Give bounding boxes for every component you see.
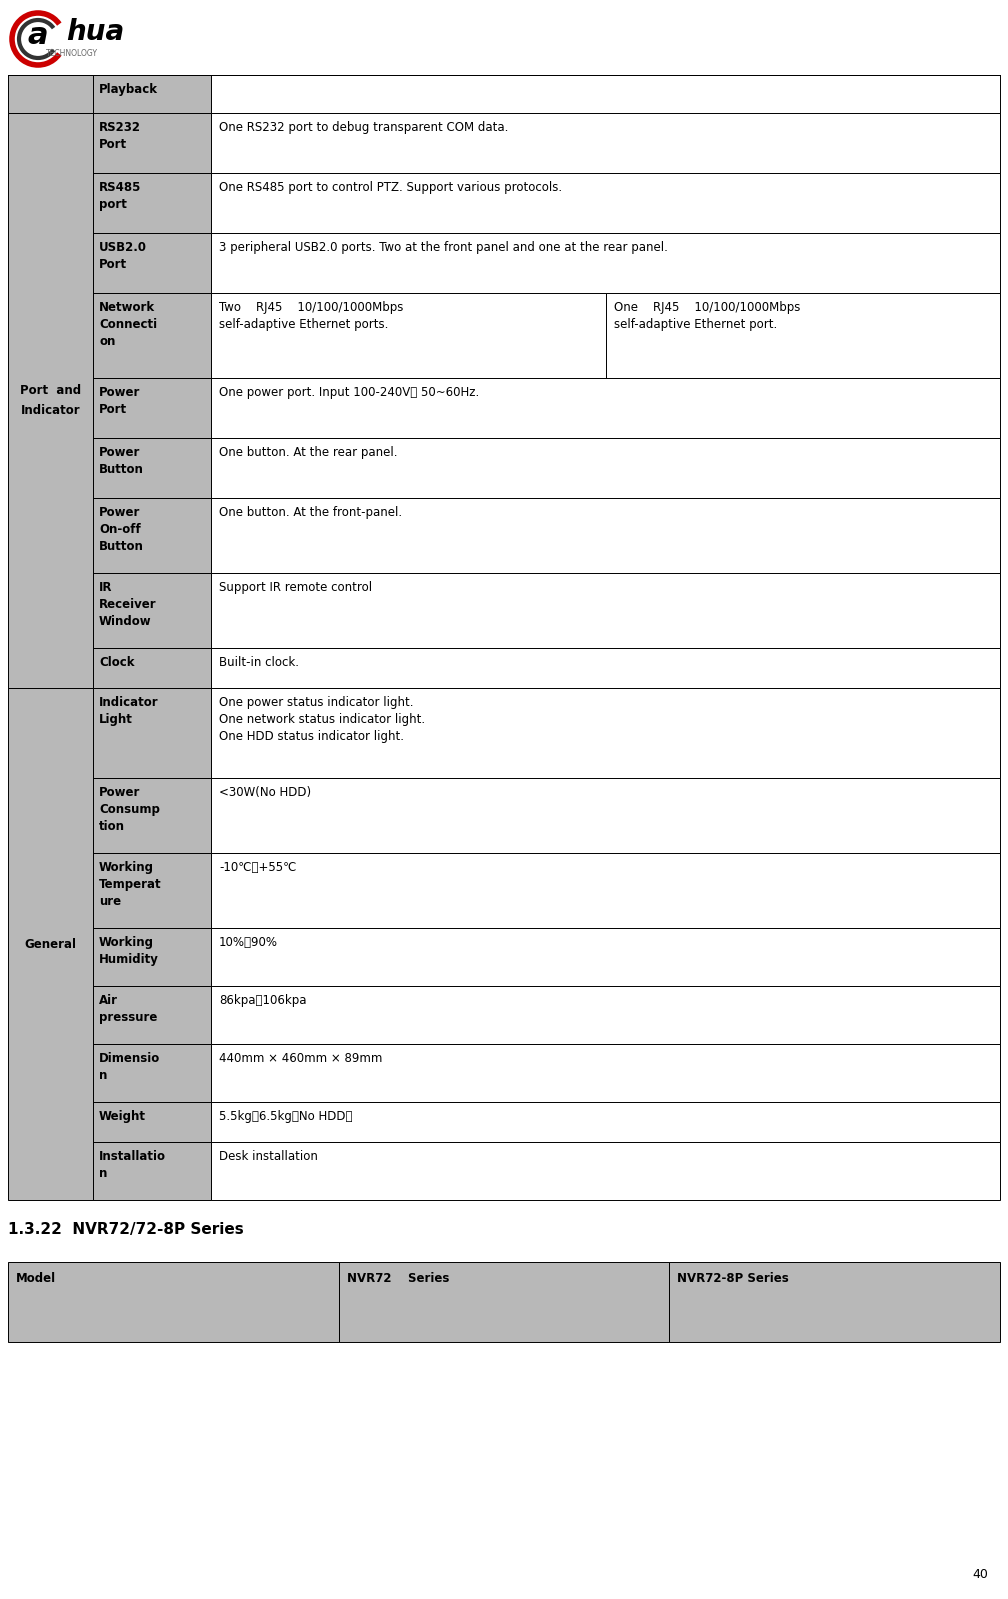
Bar (8, 75, 93, 114)
Text: Power
On-off
Button: Power On-off Button (99, 505, 144, 553)
Bar (93, 572, 211, 648)
Text: 3 peripheral USB2.0 ports. Two at the front panel and one at the rear panel.: 3 peripheral USB2.0 ports. Two at the fr… (219, 241, 668, 254)
Bar (211, 1102, 1000, 1142)
Text: -10℃～+55℃: -10℃～+55℃ (219, 860, 296, 875)
Text: One power port. Input 100-240V， 50~60Hz.: One power port. Input 100-240V， 50~60Hz. (219, 385, 479, 400)
Bar (211, 497, 1000, 572)
Bar (93, 438, 211, 497)
Bar (93, 293, 211, 377)
Text: NVR72-8P Series: NVR72-8P Series (677, 1271, 789, 1286)
Text: Built-in clock.: Built-in clock. (219, 656, 299, 668)
Text: Power
Button: Power Button (99, 446, 144, 477)
Text: a: a (27, 21, 48, 51)
Bar (211, 377, 1000, 438)
Text: NVR72    Series: NVR72 Series (347, 1271, 449, 1286)
Bar (211, 293, 606, 377)
Text: Working
Humidity: Working Humidity (99, 935, 159, 966)
Bar (211, 438, 1000, 497)
Text: One    RJ45    10/100/1000Mbps
self-adaptive Ethernet port.: One RJ45 10/100/1000Mbps self-adaptive E… (614, 301, 800, 331)
Bar (93, 779, 211, 852)
Text: 1.3.22  NVR72/72-8P Series: 1.3.22 NVR72/72-8P Series (8, 1222, 244, 1238)
Bar (211, 114, 1000, 173)
Bar (211, 852, 1000, 927)
Text: USB2.0
Port: USB2.0 Port (99, 241, 147, 270)
Text: Installatio
n: Installatio n (99, 1150, 166, 1180)
Bar (211, 927, 1000, 987)
Text: Port  and
Indicator: Port and Indicator (20, 384, 81, 416)
Bar (93, 233, 211, 293)
Bar (93, 648, 211, 688)
Text: Dimensio
n: Dimensio n (99, 1052, 160, 1083)
Bar (93, 377, 211, 438)
Text: Indicator
Light: Indicator Light (99, 696, 158, 726)
Bar (93, 1142, 211, 1199)
Bar (211, 688, 1000, 779)
Text: <30W(No HDD): <30W(No HDD) (219, 787, 311, 800)
Bar (93, 987, 211, 1044)
Text: One power status indicator light.
One network status indicator light.
One HDD st: One power status indicator light. One ne… (219, 696, 425, 744)
Text: Support IR remote control: Support IR remote control (219, 580, 372, 593)
Text: Air
pressure: Air pressure (99, 995, 157, 1023)
Text: Model: Model (16, 1271, 56, 1286)
Bar (211, 233, 1000, 293)
Bar (211, 1044, 1000, 1102)
Bar (8, 1262, 339, 1342)
Text: hua: hua (66, 18, 124, 46)
Bar (669, 1262, 1000, 1342)
Bar (606, 293, 1000, 377)
Text: One RS232 port to debug transparent COM data.: One RS232 port to debug transparent COM … (219, 122, 508, 134)
Bar (211, 648, 1000, 688)
Bar (93, 1102, 211, 1142)
Bar (93, 927, 211, 987)
Bar (93, 497, 211, 572)
Text: Power
Consump
tion: Power Consump tion (99, 787, 160, 833)
Text: 5.5kg～6.5kg（No HDD）: 5.5kg～6.5kg（No HDD） (219, 1110, 353, 1122)
Bar (93, 75, 211, 114)
Text: One button. At the front-panel.: One button. At the front-panel. (219, 505, 402, 520)
Text: Two    RJ45    10/100/1000Mbps
self-adaptive Ethernet ports.: Two RJ45 10/100/1000Mbps self-adaptive E… (219, 301, 403, 331)
Text: 10%－90%: 10%－90% (219, 935, 278, 948)
Bar (211, 173, 1000, 233)
Text: Network
Connecti
on: Network Connecti on (99, 301, 157, 349)
Bar (8, 688, 93, 1199)
Text: IR
Receiver
Window: IR Receiver Window (99, 580, 156, 628)
Text: Power
Port: Power Port (99, 385, 140, 416)
Text: 440mm × 460mm × 89mm: 440mm × 460mm × 89mm (219, 1052, 382, 1065)
Text: One RS485 port to control PTZ. Support various protocols.: One RS485 port to control PTZ. Support v… (219, 181, 562, 193)
Bar (339, 1262, 669, 1342)
Text: Working
Temperat
ure: Working Temperat ure (99, 860, 161, 908)
Bar (211, 987, 1000, 1044)
Text: Clock: Clock (99, 656, 134, 668)
Bar (211, 1142, 1000, 1199)
Bar (93, 173, 211, 233)
Text: One button. At the rear panel.: One button. At the rear panel. (219, 446, 397, 459)
Bar (211, 572, 1000, 648)
Bar (211, 779, 1000, 852)
Text: 40: 40 (972, 1569, 988, 1581)
Bar (211, 75, 1000, 114)
Text: RS232
Port: RS232 Port (99, 122, 141, 150)
Text: TECHNOLOGY: TECHNOLOGY (46, 50, 98, 59)
Text: General: General (24, 937, 77, 950)
Bar (8, 114, 93, 688)
Text: Desk installation: Desk installation (219, 1150, 318, 1162)
Text: Weight: Weight (99, 1110, 146, 1122)
Bar (93, 1044, 211, 1102)
Bar (93, 114, 211, 173)
Text: 86kpa－106kpa: 86kpa－106kpa (219, 995, 306, 1007)
Bar (93, 852, 211, 927)
Bar (93, 688, 211, 779)
Text: RS485
port: RS485 port (99, 181, 141, 211)
Text: Playback: Playback (99, 83, 158, 96)
